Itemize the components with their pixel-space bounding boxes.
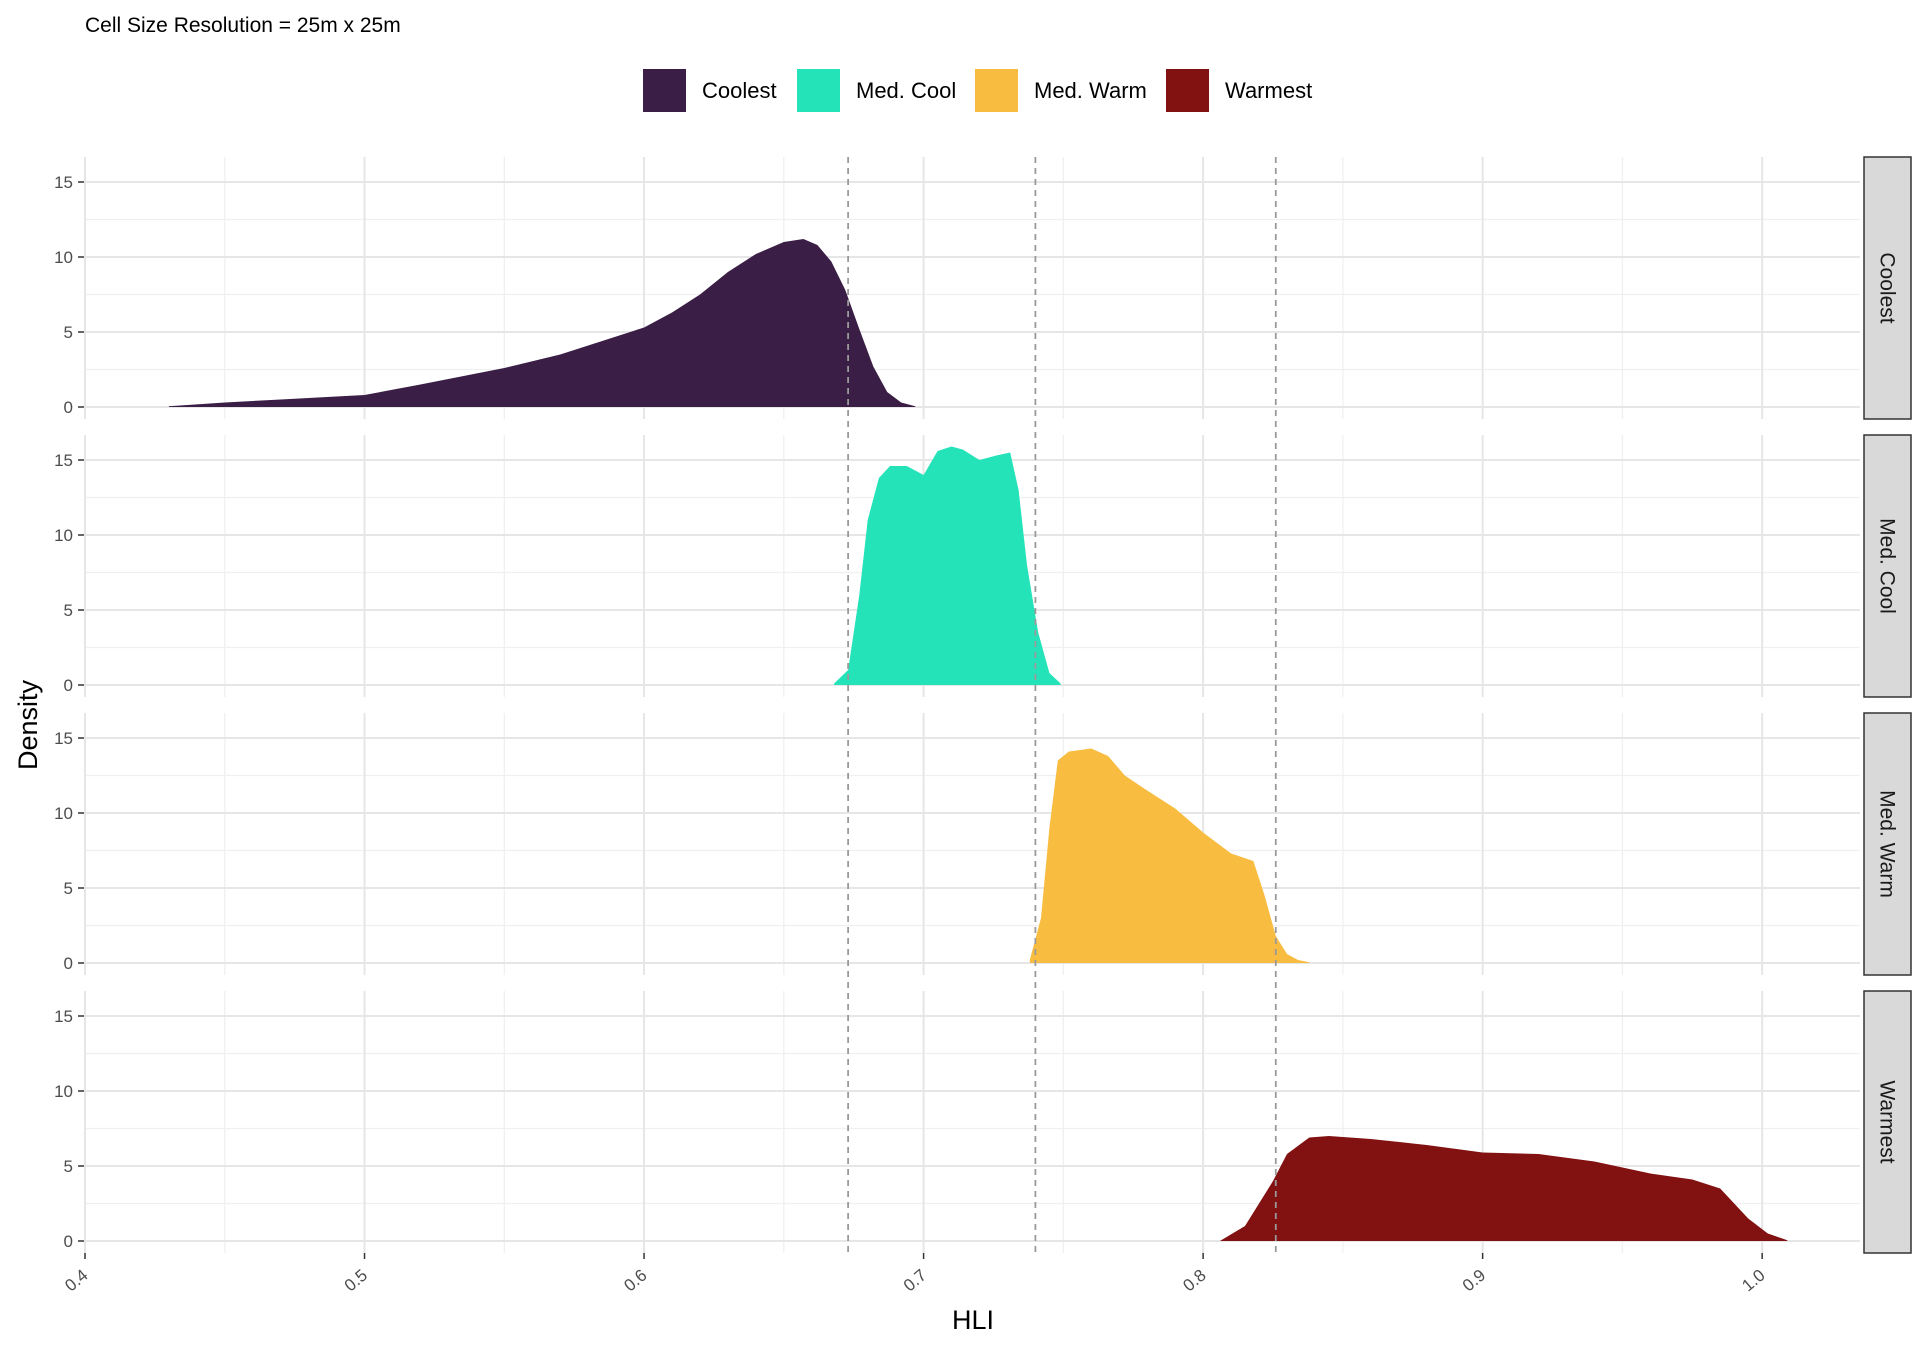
facet-strip-coolest	[1863, 156, 1912, 420]
legend-label-coolest: Coolest	[702, 78, 777, 103]
legend-label-warmest: Warmest	[1225, 78, 1312, 103]
legend-label-med-cool: Med. Cool	[856, 78, 956, 103]
facet-label-med-cool: Med. Cool	[1876, 518, 1899, 614]
y-tick-label: 5	[64, 323, 73, 342]
y-tick-label: 15	[54, 173, 73, 192]
legend-swatch-coolest	[643, 69, 686, 112]
panel-coolest: 0 5 10 15 Coolest	[54, 156, 1912, 420]
density-area-coolest	[168, 239, 916, 407]
y-tick-label: 0	[64, 954, 73, 973]
y-tick-label: 10	[54, 804, 73, 823]
y-tick-label: 0	[64, 676, 73, 695]
density-area-med-warm	[1029, 748, 1310, 963]
density-area-med-cool	[834, 446, 1061, 685]
y-tick-label: 0	[64, 1232, 73, 1251]
y-tick-label: 5	[64, 601, 73, 620]
y-axis-title: Density	[13, 679, 43, 770]
y-tick-label: 15	[54, 1007, 73, 1026]
legend: Coolest Med. Cool Med. Warm Warmest	[643, 69, 1312, 112]
facet-strip-med-cool	[1863, 434, 1912, 698]
legend-label-med-warm: Med. Warm	[1034, 78, 1147, 103]
y-tick-label: 10	[54, 526, 73, 545]
panel-med-cool: 0 5 10 15 Med. Cool	[54, 434, 1912, 698]
facet-strip-warmest	[1863, 990, 1912, 1254]
facet-panels: 0 5 10 15 Coolest 0 5 10 15 Med. Cool 0 5 10 15 Med. W…	[54, 156, 1912, 1254]
y-tick-label: 15	[54, 451, 73, 470]
y-tick-label: 5	[64, 879, 73, 898]
y-tick-label: 10	[54, 248, 73, 267]
density-area-warmest	[1219, 1136, 1788, 1241]
facet-label-warmest: Warmest	[1876, 1080, 1899, 1163]
facet-label-med-warm: Med. Warm	[1876, 790, 1899, 898]
facet-label-coolest: Coolest	[1876, 252, 1899, 323]
legend-swatch-med-warm	[975, 69, 1018, 112]
panel-warmest: 0 5 10 15 Warmest	[54, 990, 1912, 1254]
panel-med-warm: 0 5 10 15 Med. Warm	[54, 712, 1912, 976]
y-tick-label: 5	[64, 1157, 73, 1176]
facet-strip-med-warm	[1863, 712, 1912, 976]
chart-subtitle: Cell Size Resolution = 25m x 25m	[85, 14, 401, 37]
y-tick-label: 15	[54, 729, 73, 748]
y-tick-label: 10	[54, 1082, 73, 1101]
y-tick-label: 0	[64, 398, 73, 417]
legend-swatch-warmest	[1166, 69, 1209, 112]
x-axis-title: HLI	[952, 1305, 994, 1335]
legend-swatch-med-cool	[797, 69, 840, 112]
